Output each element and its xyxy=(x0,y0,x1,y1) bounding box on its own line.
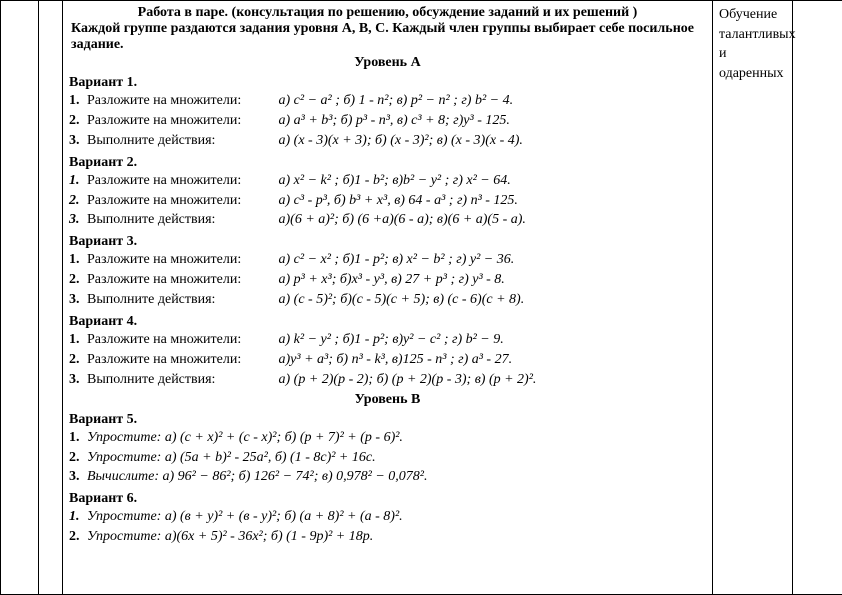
side-note: Обучение талантливых и одаренных xyxy=(719,5,786,83)
col-side: Обучение талантливых и одаренных xyxy=(713,1,793,595)
level-b-title: Уровень В xyxy=(69,392,706,408)
v6-t1: 1. Упростите: а) (в + y)² + (в - y)²; б)… xyxy=(69,508,706,527)
v1-t1: 1. Разложите на множители: а) c² − a² ; … xyxy=(69,92,706,111)
col-margin-left xyxy=(1,1,39,595)
v5-t1: 1. Упростите: а) (c + x)² + (c - x)²; б)… xyxy=(69,429,706,448)
variant-4-title: Вариант 4. xyxy=(69,314,706,330)
v4-t2: 2. Разложите на множители: а)y³ + a³; б)… xyxy=(69,351,706,370)
v3-t1: 1. Разложите на множители: а) c² − x² ; … xyxy=(69,251,706,270)
col-margin-right xyxy=(793,1,842,595)
layout-table: Работа в паре. (консультация по решению,… xyxy=(0,0,842,595)
task-text: Разложите на множители: а) c² − a² ; б) … xyxy=(87,92,706,111)
variant-3-title: Вариант 3. xyxy=(69,234,706,250)
variant-5-title: Вариант 5. xyxy=(69,412,706,428)
v3-t3: 3. Выполните действия: а) (c - 5)²; б)(c… xyxy=(69,291,706,310)
intro-line-1: Работа в паре. (консультация по решению,… xyxy=(69,5,706,21)
task-num: 1. xyxy=(69,92,87,111)
variant-6-title: Вариант 6. xyxy=(69,491,706,507)
page: Работа в паре. (консультация по решению,… xyxy=(0,0,842,595)
intro-line-2: Каждой группе раздаются задания уровня А… xyxy=(71,21,706,53)
v5-t3: 3. Вычислите: а) 96² − 86²; б) 126² − 74… xyxy=(69,468,706,487)
v1-t2: 2. Разложите на множители: а) a³ + b³; б… xyxy=(69,112,706,131)
level-a-title: Уровень А xyxy=(69,55,706,71)
v1-t3: 3. Выполните действия: а) (x - 3)(x + 3)… xyxy=(69,132,706,151)
v2-t1: 1. Разложите на множители: а) x² − k² ; … xyxy=(69,172,706,191)
col-margin-num xyxy=(39,1,63,595)
v5-t2: 2. Упростите: а) (5a + b)² - 25a², б) (1… xyxy=(69,449,706,468)
v2-t3: 3. Выполните действия: а)(6 + a)²; б) (6… xyxy=(69,211,706,230)
variant-1-title: Вариант 1. xyxy=(69,75,706,91)
v4-t3: 3. Выполните действия: а) (p + 2)(p - 2)… xyxy=(69,371,706,390)
v3-t2: 2. Разложите на множители: а) p³ + x³; б… xyxy=(69,271,706,290)
v6-t2: 2. Упростите: а)(6x + 5)² - 36x²; б) (1 … xyxy=(69,528,706,547)
variant-2-title: Вариант 2. xyxy=(69,155,706,171)
v2-t2: 2. Разложите на множители: а) c³ - p³, б… xyxy=(69,192,706,211)
v4-t1: 1. Разложите на множители: а) k² − y² ; … xyxy=(69,331,706,350)
col-main: Работа в паре. (консультация по решению,… xyxy=(63,1,713,595)
